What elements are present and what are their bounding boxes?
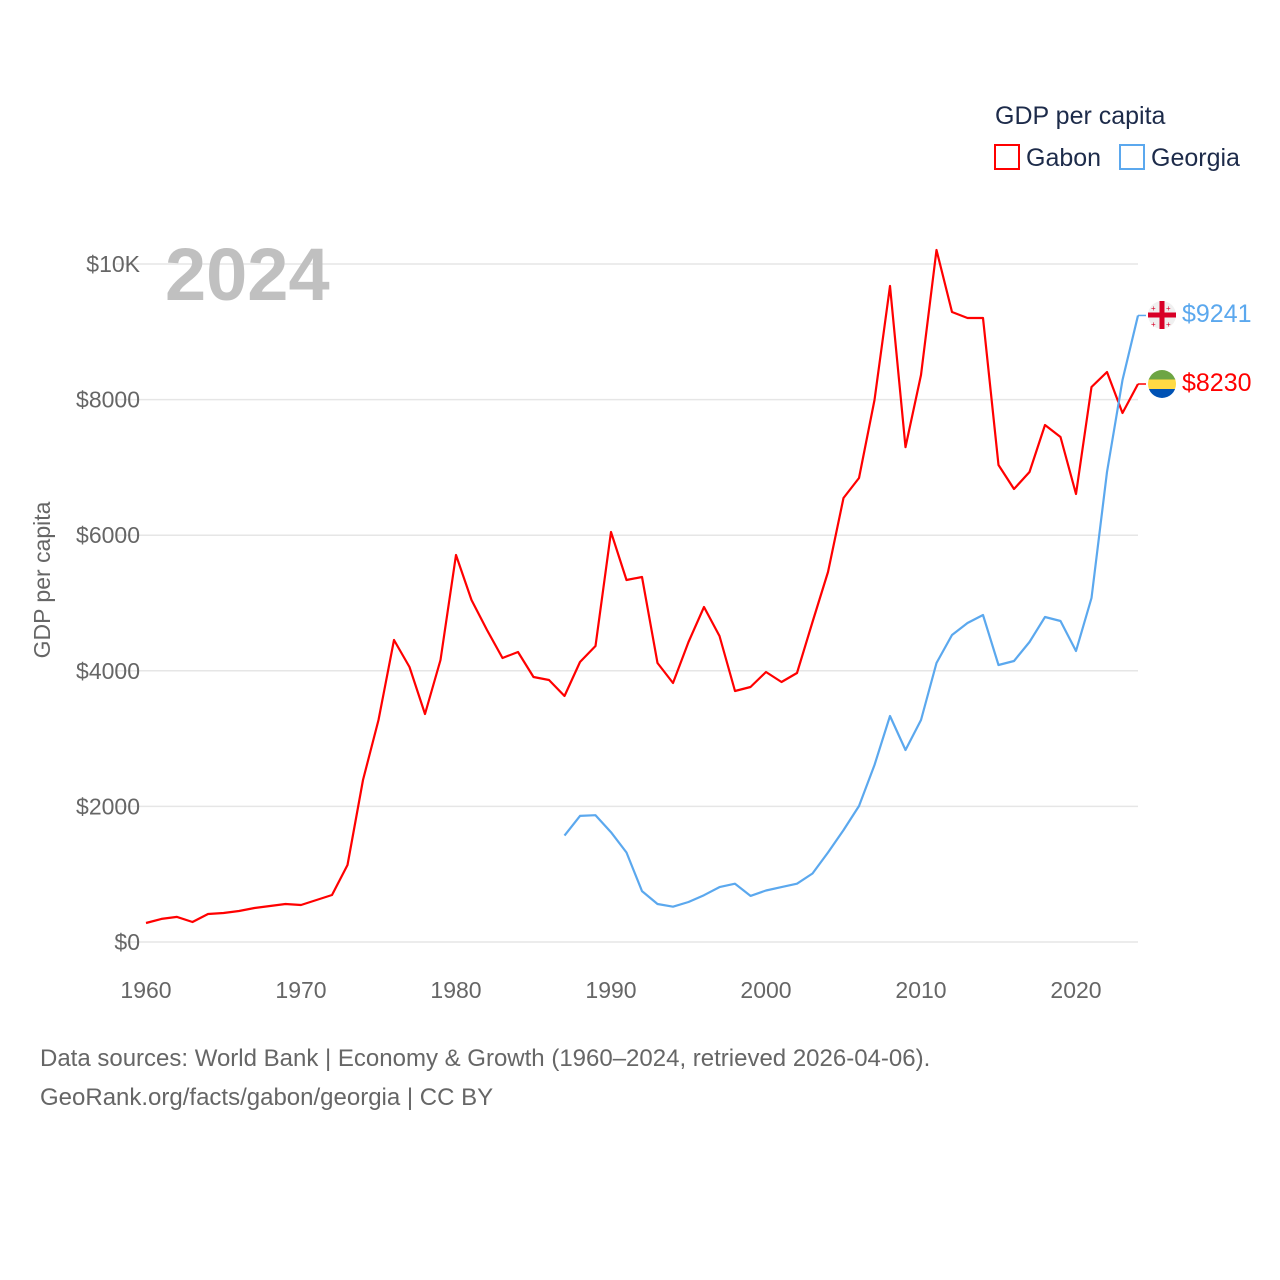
legend-swatch-georgia [1119, 144, 1145, 170]
legend-title: GDP per capita [995, 102, 1166, 130]
series-line-gabon [145, 248, 1139, 925]
legend-label-gabon: Gabon [1026, 144, 1101, 172]
x-tick-label: 2000 [740, 977, 791, 1003]
x-tick-label: 2010 [895, 977, 946, 1003]
year-watermark: 2024 [165, 233, 330, 316]
georgia-flag-icon: + + + + [1148, 301, 1176, 329]
y-tick-label: $6000 [76, 522, 140, 548]
x-tick-label: 1960 [120, 977, 171, 1003]
end-label-gabon: $8230 [1182, 369, 1252, 397]
y-tick-label: $8000 [76, 387, 140, 413]
x-tick-label: 1980 [430, 977, 481, 1003]
gabon-flag-icon [1148, 370, 1176, 398]
legend-label-georgia: Georgia [1151, 144, 1240, 172]
svg-text:+: + [1166, 320, 1171, 329]
y-tick-label: $2000 [76, 793, 140, 819]
svg-text:+: + [1151, 320, 1156, 329]
y-axis-label: GDP per capita [29, 501, 55, 658]
x-tick-label: 1970 [275, 977, 326, 1003]
svg-text:+: + [1151, 304, 1156, 313]
y-tick-label: $10K [86, 251, 140, 277]
y-tick-label: $4000 [76, 658, 140, 684]
footer-attribution[interactable]: GeoRank.org/facts/gabon/georgia | CC BY [40, 1084, 494, 1111]
footer-sources: Data sources: World Bank | Economy & Gro… [40, 1045, 931, 1072]
x-tick-label: 1990 [585, 977, 636, 1003]
legend-item-georgia[interactable]: Georgia [1119, 144, 1240, 172]
end-label-georgia: $9241 [1182, 300, 1252, 328]
x-tick-label: 2020 [1050, 977, 1101, 1003]
legend-item-gabon[interactable]: Gabon [994, 144, 1101, 172]
y-tick-label: $0 [114, 929, 140, 955]
series-line-georgia [563, 315, 1140, 908]
svg-text:+: + [1166, 304, 1171, 313]
legend-swatch-gabon [994, 144, 1020, 170]
